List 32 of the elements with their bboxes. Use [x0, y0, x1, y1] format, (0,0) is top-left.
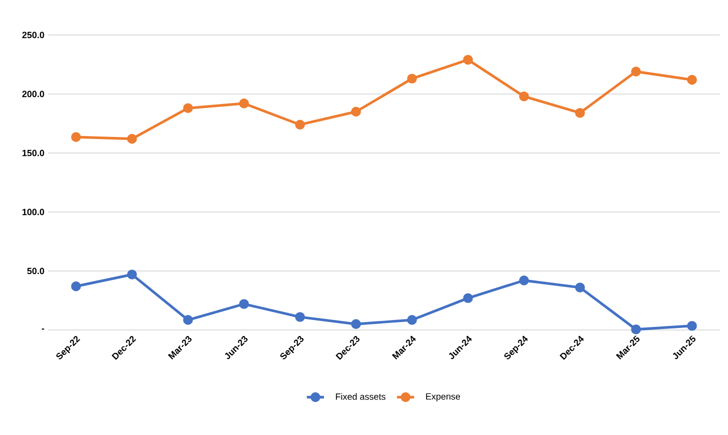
- point: [183, 103, 193, 114]
- point: [239, 98, 249, 108]
- point: [687, 74, 697, 85]
- point: [463, 54, 473, 65]
- point: [239, 299, 249, 309]
- point: [687, 320, 697, 331]
- y-tick-label: -: [42, 328, 44, 330]
- point: [575, 108, 585, 118]
- point: [519, 276, 529, 286]
- point: [407, 74, 417, 84]
- point: [183, 315, 193, 325]
- point: [351, 106, 361, 117]
- point: [127, 134, 137, 144]
- legend-label: Expense: [426, 393, 460, 402]
- point: [463, 293, 473, 304]
- point: [71, 132, 81, 142]
- y-tick-label: 150.0: [22, 150, 44, 156]
- point: [351, 319, 361, 329]
- legend-label: Fixed assets: [336, 393, 386, 400]
- point: [127, 270, 137, 280]
- point: [407, 315, 417, 325]
- point: [519, 91, 529, 102]
- y-tick-label: 200.0: [22, 90, 44, 98]
- point: [575, 282, 585, 292]
- point: [631, 66, 641, 76]
- y-tick-label: 250.0: [22, 32, 44, 38]
- point: [295, 120, 305, 130]
- y-tick-label: 100.0: [22, 208, 44, 216]
- y-tick-label: 50.0: [27, 268, 44, 274]
- point: [71, 281, 81, 292]
- point: [631, 324, 641, 334]
- point: [295, 312, 305, 322]
